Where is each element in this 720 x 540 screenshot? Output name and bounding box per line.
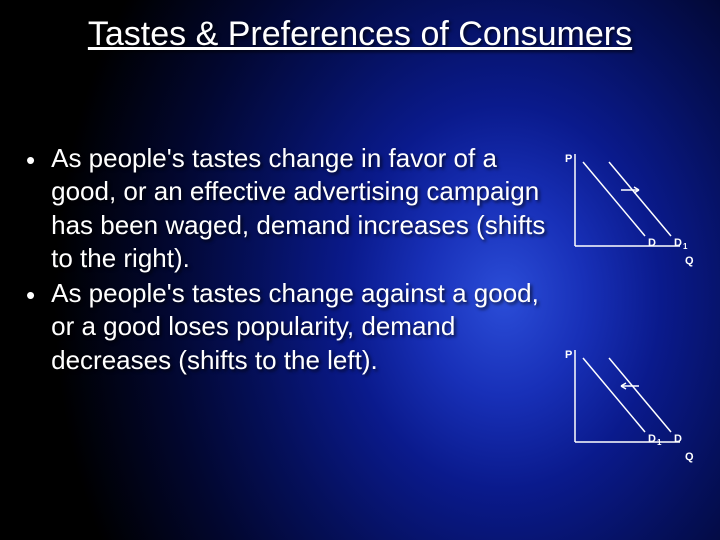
bullet-marker: • bbox=[26, 142, 35, 178]
svg-text:P: P bbox=[565, 153, 572, 165]
svg-text:D: D bbox=[648, 433, 656, 445]
bullet-marker: • bbox=[26, 277, 35, 313]
bullet-list: • As people's tastes change in favor of … bbox=[26, 142, 566, 379]
svg-text:D: D bbox=[674, 237, 682, 249]
demand-chart-increase: P Q D D1 bbox=[565, 148, 700, 268]
svg-text:1: 1 bbox=[657, 438, 662, 447]
svg-text:Q: Q bbox=[685, 255, 694, 267]
svg-text:D: D bbox=[674, 433, 682, 445]
bullet-text: As people's tastes change in favor of a … bbox=[51, 142, 566, 275]
svg-text:1: 1 bbox=[683, 242, 688, 251]
slide-title: Tastes & Preferences of Consumers bbox=[0, 0, 720, 55]
demand-chart-decrease: P Q D1 D bbox=[565, 344, 700, 464]
list-item: • As people's tastes change in favor of … bbox=[26, 142, 566, 275]
list-item: • As people's tastes change against a go… bbox=[26, 277, 566, 377]
svg-text:P: P bbox=[565, 349, 572, 361]
svg-text:D: D bbox=[648, 237, 656, 249]
svg-text:Q: Q bbox=[685, 451, 694, 463]
bullet-text: As people's tastes change against a good… bbox=[51, 277, 566, 377]
